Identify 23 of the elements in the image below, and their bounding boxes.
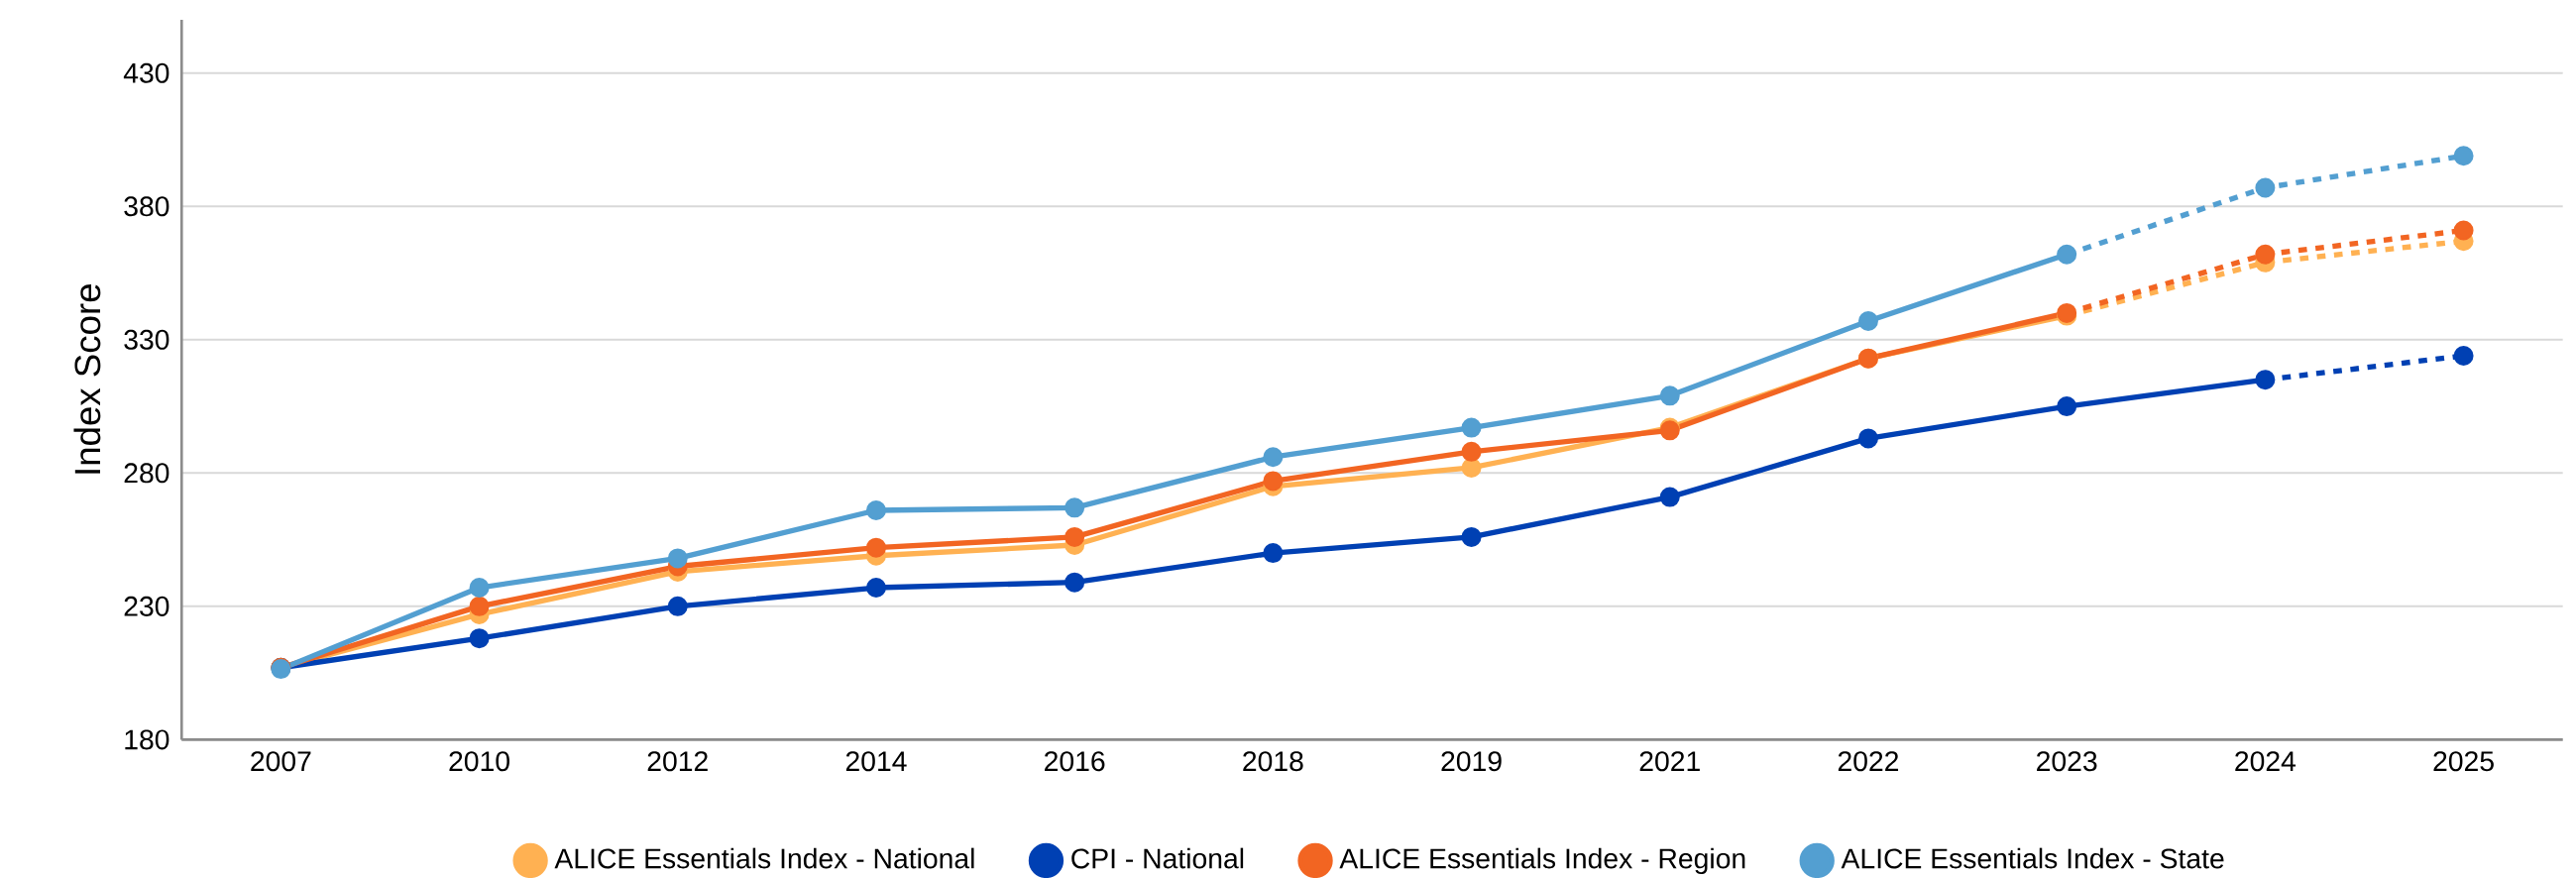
y-axis-title: Index Score (73, 283, 101, 474)
x-tick-label: 2022 (1838, 751, 1899, 772)
legend-label: ALICE Essentials Index - State (1841, 847, 2224, 869)
x-tick-label: 2021 (1639, 751, 1700, 772)
y-tick-label: 180 (125, 729, 169, 750)
y-tick-label: 230 (124, 596, 169, 616)
x-tick-label: 2012 (647, 751, 708, 772)
x-tick-label: 2014 (845, 751, 907, 772)
y-tick-label: 380 (124, 196, 169, 217)
x-tick-label: 2023 (2037, 751, 2097, 772)
x-tick-label: 2010 (449, 751, 509, 772)
x-tick-label: 2007 (251, 751, 311, 772)
legend-label: ALICE Essentials Index - Region (1339, 847, 1745, 874)
x-tick-label: 2018 (1243, 751, 1303, 772)
x-tick-label: 2024 (2235, 751, 2296, 772)
x-tick-label: 2019 (1441, 751, 1502, 772)
y-tick-label: 280 (124, 463, 169, 484)
y-tick-label: 430 (123, 62, 169, 83)
legend-label: CPI - National (1071, 847, 1244, 869)
x-tick-label: 2025 (2433, 751, 2494, 772)
x-tick-label: 2016 (1045, 751, 1105, 772)
legend-label: ALICE Essentials Index - National (554, 847, 974, 869)
y-tick-label: 330 (124, 329, 169, 350)
